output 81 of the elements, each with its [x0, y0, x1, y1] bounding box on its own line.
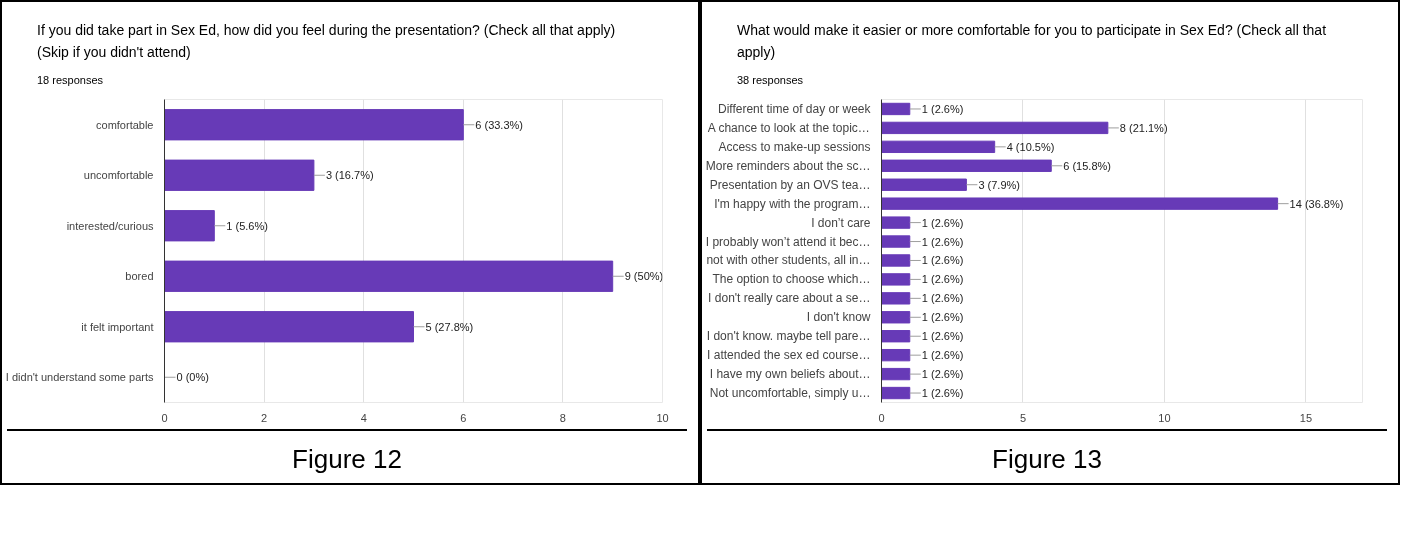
- y-tick-label: I didn't understand some parts: [5, 370, 154, 383]
- y-tick-label: I don’t care: [811, 215, 871, 230]
- y-tick-label: I attended the sex ed course…: [707, 347, 871, 362]
- bar: [881, 102, 911, 115]
- y-tick-label: Not uncomfortable, simply u…: [709, 385, 871, 400]
- y-tick-label: it felt important: [81, 320, 154, 333]
- bar: [881, 253, 911, 267]
- data-label: 6 (15.8%): [1063, 159, 1111, 172]
- bar: [881, 348, 911, 362]
- x-tick-label: 0: [878, 411, 885, 424]
- y-tick-label: I'm happy with the program…: [714, 196, 871, 211]
- bar: [881, 310, 911, 324]
- bar: [881, 178, 967, 191]
- bar: [881, 291, 911, 305]
- bar: [881, 216, 911, 229]
- y-tick-label: Different time of day or week: [717, 101, 872, 116]
- x-tick-label: 6: [460, 411, 467, 424]
- bar: [881, 386, 911, 399]
- y-tick-label: comfortable: [96, 118, 154, 131]
- x-tick-label: 8: [559, 411, 566, 424]
- bar: [881, 272, 911, 286]
- data-label: 1 (2.6%): [921, 329, 964, 342]
- y-tick-label: interested/curious: [66, 219, 154, 232]
- data-label: 1 (2.6%): [921, 216, 964, 229]
- text: 38 responses: [737, 73, 804, 88]
- y-tick-label: I don't know. maybe tell pare…: [706, 328, 871, 343]
- y-tick-label: Access to make-up sessions: [718, 139, 871, 154]
- data-label: 4 (10.5%): [1006, 140, 1055, 153]
- text: 18 responses: [37, 73, 104, 88]
- bar: [881, 121, 1109, 134]
- bar: [881, 197, 1279, 210]
- data-label: 1 (2.6%): [921, 292, 964, 305]
- bar: [881, 235, 911, 248]
- data-label: 3 (16.7%): [325, 168, 374, 181]
- data-label: 1 (2.6%): [921, 367, 964, 380]
- data-label: 0 (0%): [176, 370, 209, 383]
- y-tick-label: More reminders about the sc…: [705, 158, 871, 173]
- chart-title: What would make it easier or more comfortable for you to participate in Sex Ed? (Check all that apply): [737, 21, 1328, 62]
- y-tick-label: Presentation by an OVS tea…: [709, 177, 871, 192]
- bar: [881, 140, 996, 153]
- y-tick-label: I don't know: [806, 309, 871, 324]
- y-tick-label: bored: [125, 269, 154, 282]
- y-tick-label: uncomfortable: [83, 168, 154, 181]
- data-label: 6 (33.3%): [475, 118, 523, 131]
- data-label: 1 (2.6%): [921, 102, 964, 115]
- data-label: 1 (2.6%): [921, 348, 964, 361]
- bar: [164, 108, 464, 141]
- bar: [881, 329, 911, 343]
- data-label: 9 (50%): [624, 269, 664, 282]
- data-label: 5 (27.8%): [425, 320, 474, 333]
- x-tick-label: 2: [261, 411, 268, 424]
- y-tick-label: not with other students, all in…: [706, 253, 871, 268]
- caption: Figure 13: [992, 442, 1102, 476]
- bar: [164, 310, 414, 343]
- data-label: 1 (2.6%): [921, 386, 964, 399]
- y-tick-label: A chance to look at the topic…: [707, 120, 870, 135]
- x-tick-label: 0: [161, 411, 168, 424]
- y-tick-label: I don't really care about a se…: [708, 291, 871, 306]
- x-tick-label: 10: [656, 411, 669, 424]
- bar: [881, 159, 1052, 172]
- bar: [164, 159, 315, 191]
- bar: [164, 260, 614, 292]
- data-label: 1 (2.6%): [921, 273, 964, 286]
- chart-title: If you did take part in Sex Ed, how did you feel during the presentation? (Check all that apply) (Skip if you didn't attend): [37, 21, 617, 62]
- caption: Figure 12: [292, 442, 402, 476]
- y-tick-label: I have my own beliefs about…: [709, 366, 871, 381]
- bar: [164, 209, 215, 242]
- bar: [881, 367, 911, 380]
- x-tick-label: 10: [1158, 411, 1171, 424]
- y-tick-label: I probably won’t attend it bec…: [705, 234, 871, 249]
- data-label: 1 (5.6%): [226, 219, 268, 232]
- x-tick-label: 4: [360, 411, 367, 424]
- x-tick-label: 15: [1299, 411, 1313, 424]
- data-label: 14 (36.8%): [1289, 197, 1344, 210]
- x-tick-label: 5: [1019, 411, 1027, 424]
- y-tick-label: The option to choose which…: [712, 272, 871, 287]
- data-label: 3 (7.9%): [978, 178, 1020, 191]
- data-label: 8 (21.1%): [1119, 121, 1168, 134]
- data-label: 1 (2.6%): [921, 310, 964, 323]
- data-label: 1 (2.6%): [921, 254, 964, 267]
- data-label: 1 (2.6%): [921, 235, 964, 248]
